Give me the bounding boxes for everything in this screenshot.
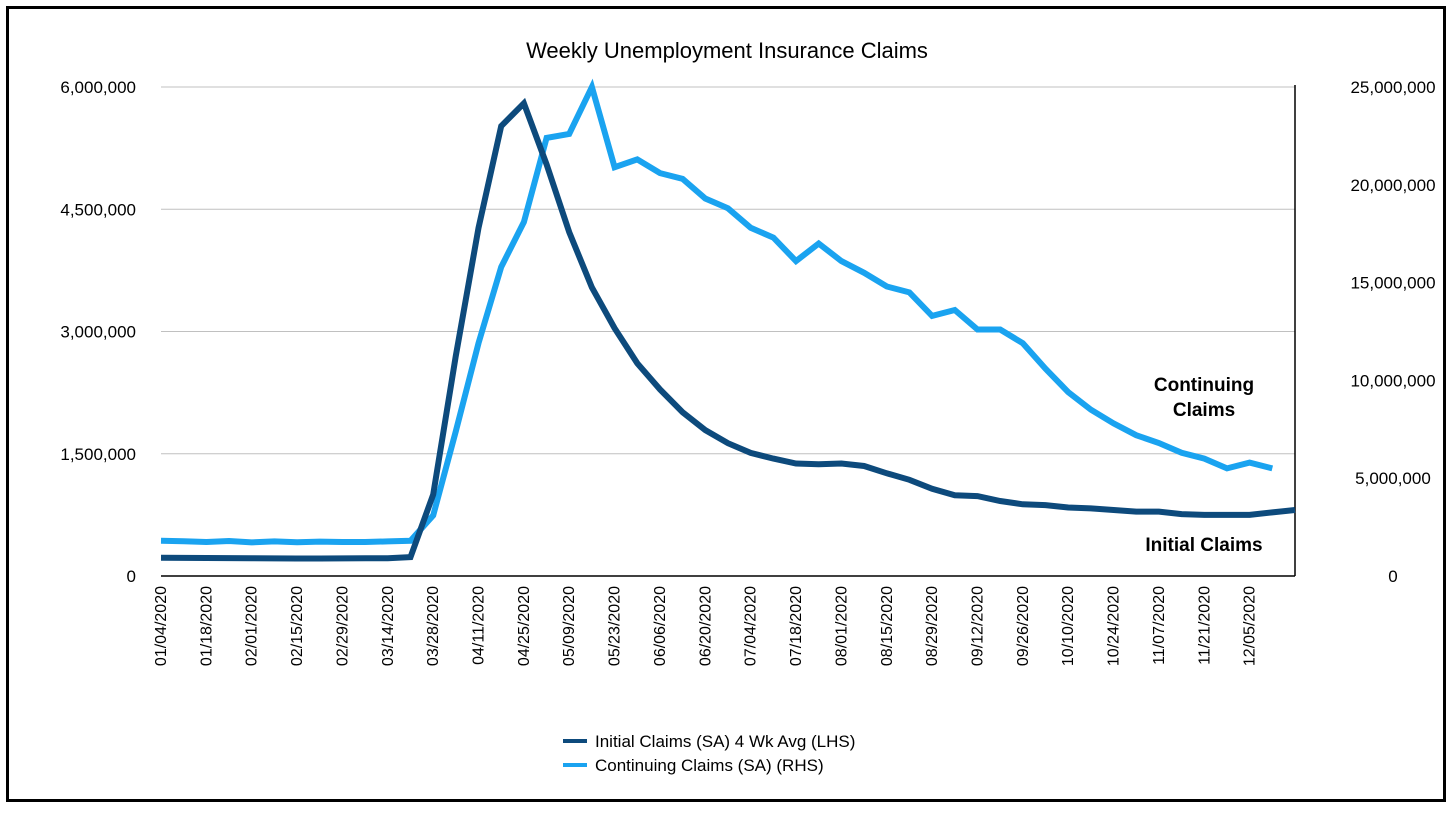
x-tick-label: 04/11/2020 [471,586,488,665]
legend: Initial Claims (SA) 4 Wk Avg (LHS) Conti… [563,732,855,775]
x-tick-label: 03/14/2020 [380,586,397,666]
annotation-continuing-claims-line1: Continuing [1154,375,1254,396]
chart-frame [6,6,1446,802]
x-tick-label: 11/21/2020 [1196,586,1213,665]
right-tick-label: 10,000,000 [1350,371,1435,390]
x-tick-label: 02/15/2020 [289,586,306,666]
right-tick-label: 20,000,000 [1350,176,1435,195]
chart-title: Weekly Unemployment Insurance Claims [526,38,928,63]
x-tick-label: 02/01/2020 [244,586,261,666]
series-line-continuing-claims [160,78,1274,546]
annotation-continuing-claims-line2: Claims [1173,400,1235,421]
x-tick-label: 09/12/2020 [969,586,986,666]
x-tick-label: 07/04/2020 [743,586,760,666]
right-tick-label: 5,000,000 [1355,469,1431,488]
x-tick-label: 08/01/2020 [833,586,850,666]
right-tick-label: 0 [1388,567,1397,586]
x-tick-label: 05/23/2020 [607,586,624,666]
annotation-initial-claims: Initial Claims [1145,535,1262,556]
x-tick-label: 01/18/2020 [198,586,215,666]
right-axis-ticks: 0 5,000,000 10,000,000 15,000,000 20,000,000… [1350,78,1435,586]
x-tick-label: 05/09/2020 [561,586,578,666]
x-tick-label: 03/28/2020 [425,586,442,666]
left-tick-label: 0 [127,567,136,586]
left-tick-label: 3,000,000 [60,323,136,342]
left-axis-ticks: 0 1,500,000 3,000,000 4,500,000 6,000,000 [60,78,136,586]
x-tick-label: 04/25/2020 [516,586,533,666]
x-tick-label: 08/15/2020 [879,586,896,666]
axes [161,85,1296,577]
x-tick-label: 10/10/2020 [1060,586,1077,666]
x-tick-label: 11/07/2020 [1151,586,1168,665]
series-line-initial-claims [160,97,1296,562]
x-tick-label: 07/18/2020 [788,586,805,666]
left-tick-label: 6,000,000 [60,78,136,97]
right-tick-label: 15,000,000 [1350,274,1435,293]
legend-label-initial-claims: Initial Claims (SA) 4 Wk Avg (LHS) [595,732,855,751]
x-tick-label: 06/20/2020 [697,586,714,666]
left-tick-label: 4,500,000 [60,200,136,219]
x-axis-ticks: 01/04/2020 01/18/2020 02/01/2020 02/15/2020… [153,586,1259,666]
gridlines [161,86,1295,455]
x-tick-label: 10/24/2020 [1106,586,1123,666]
x-tick-label: 06/06/2020 [652,586,669,666]
series-group [160,78,1296,562]
x-tick-label: 01/04/2020 [153,586,170,666]
left-tick-label: 1,500,000 [60,445,136,464]
x-tick-label: 02/29/2020 [334,586,351,666]
legend-label-continuing-claims: Continuing Claims (SA) (RHS) [595,756,824,775]
x-tick-label: 08/29/2020 [924,586,941,666]
right-tick-label: 25,000,000 [1350,78,1435,97]
x-tick-label: 09/26/2020 [1015,586,1032,666]
x-tick-label: 12/05/2020 [1242,586,1259,666]
